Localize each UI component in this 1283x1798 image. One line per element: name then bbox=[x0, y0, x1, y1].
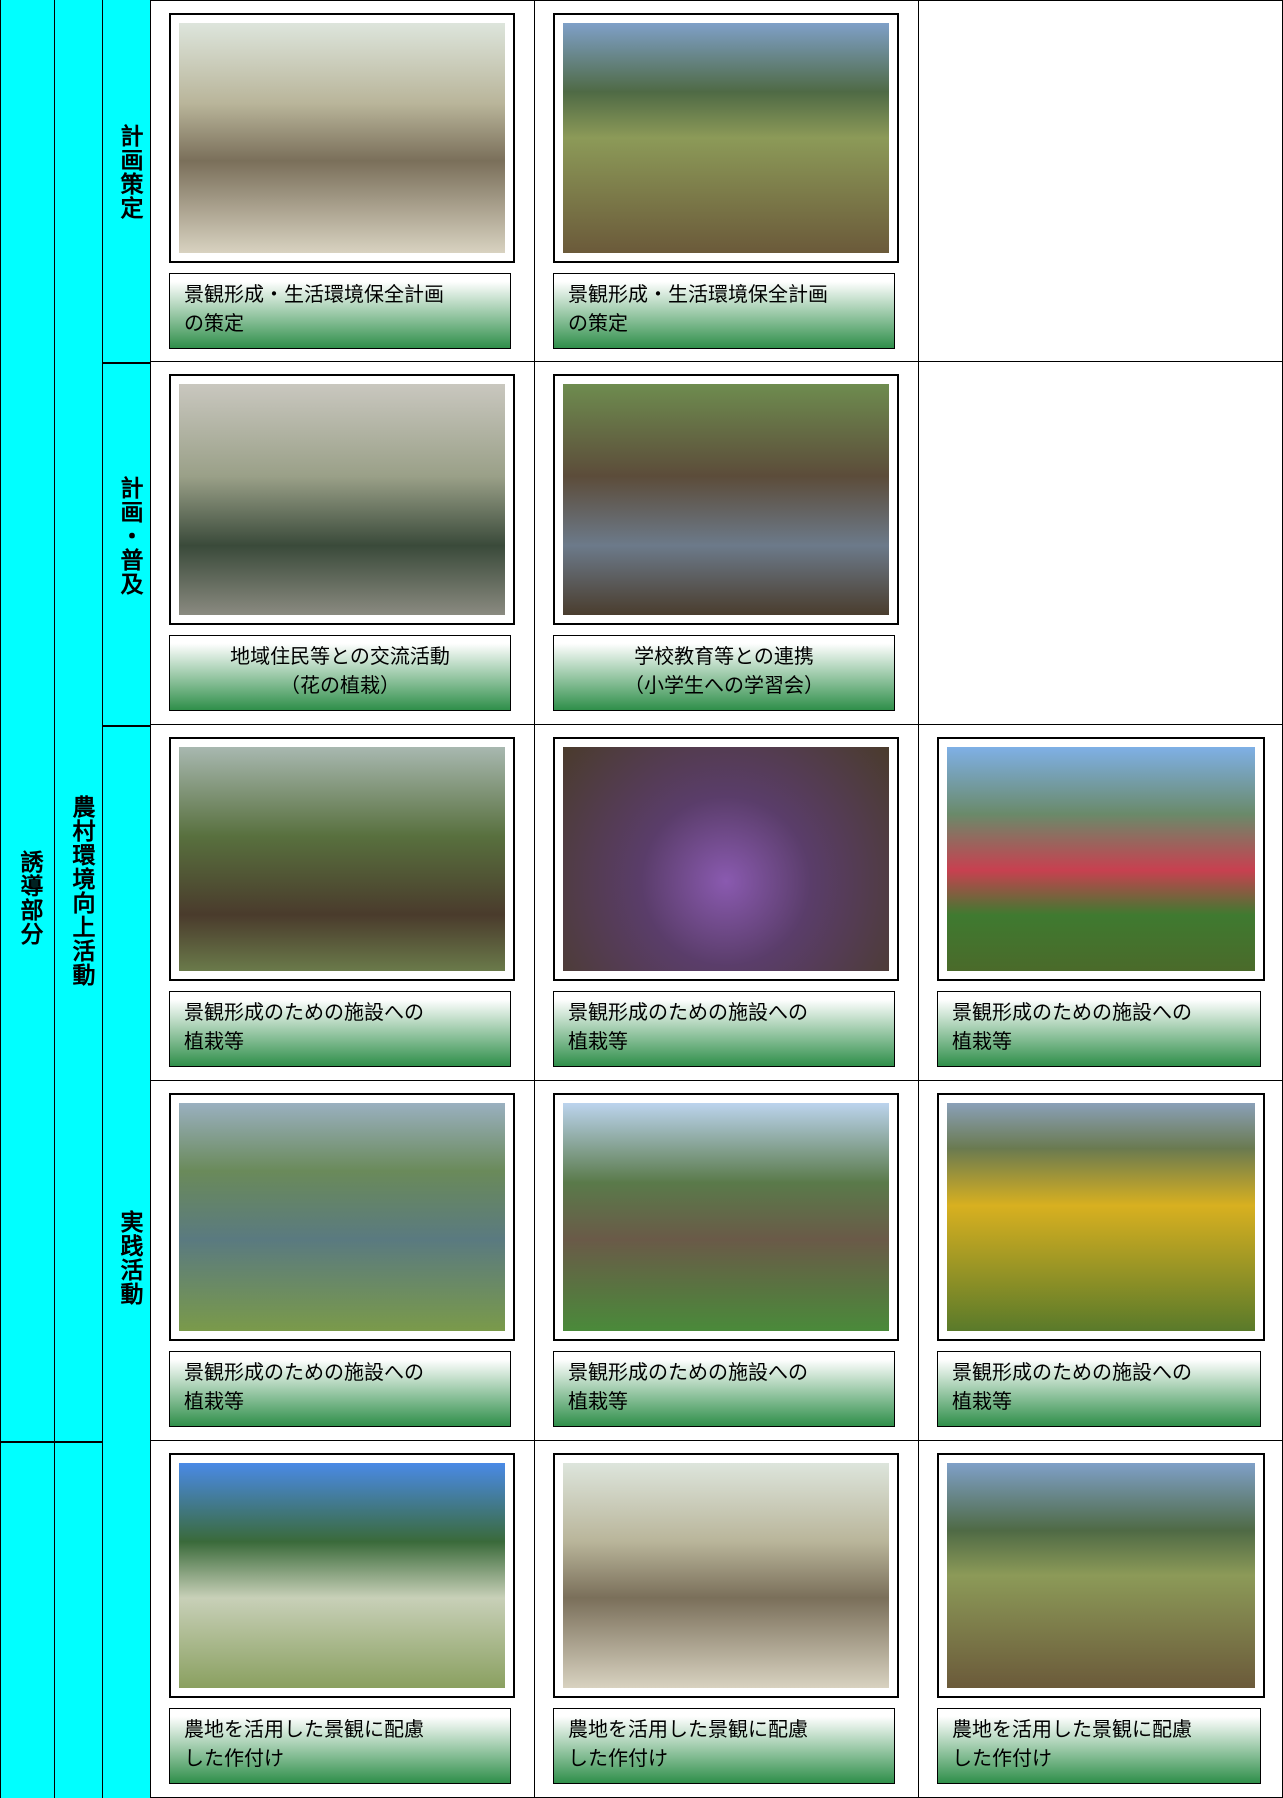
photo-frame bbox=[169, 1093, 515, 1341]
photo bbox=[179, 1463, 505, 1688]
photo-frame bbox=[553, 374, 899, 625]
photo bbox=[947, 747, 1255, 971]
table-cell: 景観形成のための施設への 植栽等 bbox=[151, 725, 535, 1081]
photo bbox=[563, 23, 889, 253]
photo-frame bbox=[937, 737, 1265, 981]
photo bbox=[563, 747, 889, 971]
caption-line: した作付け bbox=[952, 1746, 1052, 1770]
caption-line: の策定 bbox=[184, 311, 244, 335]
caption-line: 農地を活用した景観に配慮 bbox=[568, 1717, 808, 1741]
caption: 景観形成のための施設への 植栽等 bbox=[553, 1351, 895, 1427]
caption-line: 植栽等 bbox=[952, 1389, 1012, 1413]
caption-line: 景観形成・生活環境保全計画 bbox=[568, 282, 828, 306]
caption-line: の策定 bbox=[568, 311, 628, 335]
caption-line: した作付け bbox=[568, 1746, 668, 1770]
caption: 農地を活用した景観に配慮 した作付け bbox=[169, 1708, 511, 1784]
photo-frame bbox=[169, 374, 515, 625]
caption-line: 学校教育等との連携 bbox=[634, 644, 814, 668]
table-cell: 景観形成のための施設への 植栽等 bbox=[919, 725, 1283, 1081]
photo-frame bbox=[937, 1093, 1265, 1341]
divider bbox=[103, 362, 151, 364]
caption-line: 景観形成のための施設への bbox=[184, 1000, 424, 1024]
caption: 学校教育等との連携 （小学生への学習会） bbox=[553, 635, 895, 711]
photo-frame bbox=[169, 737, 515, 981]
caption-line: 植栽等 bbox=[184, 1389, 244, 1413]
table-cell: 景観形成のための施設への 植栽等 bbox=[151, 1081, 535, 1441]
caption: 景観形成・生活環境保全計画 の策定 bbox=[169, 273, 511, 349]
table-cell: 景観形成のための施設への 植栽等 bbox=[919, 1081, 1283, 1441]
divider bbox=[0, 1441, 103, 1443]
table-cell: 景観形成・生活環境保全計画 の策定 bbox=[151, 0, 535, 362]
caption: 景観形成のための施設への 植栽等 bbox=[937, 1351, 1261, 1427]
caption-line: （花の植栽） bbox=[280, 673, 400, 697]
photo bbox=[947, 1103, 1255, 1331]
table-cell: 景観形成・生活環境保全計画 の策定 bbox=[535, 0, 919, 362]
caption-line: 景観形成のための施設への bbox=[568, 1360, 808, 1384]
photo-frame bbox=[553, 737, 899, 981]
photo bbox=[179, 384, 505, 615]
table-cell bbox=[919, 0, 1283, 362]
activity-column bbox=[55, 0, 103, 1798]
caption: 景観形成のための施設への 植栽等 bbox=[169, 1351, 511, 1427]
table-cell: 農地を活用した景観に配慮 した作付け bbox=[535, 1441, 919, 1798]
photo bbox=[179, 23, 505, 253]
caption: 景観形成のための施設への 植栽等 bbox=[553, 991, 895, 1067]
caption-line: 景観形成のための施設への bbox=[184, 1360, 424, 1384]
phase-column bbox=[103, 0, 151, 1798]
caption-line: 農地を活用した景観に配慮 bbox=[184, 1717, 424, 1741]
caption-line: 植栽等 bbox=[568, 1389, 628, 1413]
caption-line: 景観形成のための施設への bbox=[952, 1000, 1192, 1024]
photo-frame bbox=[553, 1093, 899, 1341]
caption-line: 景観形成のための施設への bbox=[568, 1000, 808, 1024]
photo-frame bbox=[169, 1453, 515, 1698]
phase-label: 計画策定 bbox=[116, 124, 142, 220]
caption-line: 地域住民等との交流活動 bbox=[230, 644, 450, 668]
caption-line: 植栽等 bbox=[568, 1029, 628, 1053]
table-cell: 農地を活用した景観に配慮 した作付け bbox=[919, 1441, 1283, 1798]
photo-frame bbox=[169, 13, 515, 263]
photo-frame bbox=[553, 13, 899, 263]
caption-line: 植栽等 bbox=[184, 1029, 244, 1053]
photo bbox=[563, 384, 889, 615]
photo-frame bbox=[937, 1453, 1265, 1698]
caption: 地域住民等との交流活動 （花の植栽） bbox=[169, 635, 511, 711]
caption-line: した作付け bbox=[184, 1746, 284, 1770]
caption: 景観形成のための施設への 植栽等 bbox=[169, 991, 511, 1067]
photo-frame bbox=[553, 1453, 899, 1698]
phase-label: 計画・普及 bbox=[116, 476, 142, 596]
caption: 景観形成・生活環境保全計画 の策定 bbox=[553, 273, 895, 349]
photo bbox=[179, 747, 505, 971]
activity-label: 農村環境向上活動 bbox=[68, 795, 94, 987]
photo bbox=[947, 1463, 1255, 1688]
section-column bbox=[0, 0, 55, 1798]
table-cell: 農地を活用した景観に配慮 した作付け bbox=[151, 1441, 535, 1798]
caption: 農地を活用した景観に配慮 した作付け bbox=[937, 1708, 1261, 1784]
caption-line: 景観形成・生活環境保全計画 bbox=[184, 282, 444, 306]
table-cell: 景観形成のための施設への 植栽等 bbox=[535, 1081, 919, 1441]
caption-line: （小学生への学習会） bbox=[624, 673, 824, 697]
table-cell: 地域住民等との交流活動 （花の植栽） bbox=[151, 362, 535, 725]
divider bbox=[103, 725, 151, 727]
photo bbox=[563, 1103, 889, 1331]
caption-line: 農地を活用した景観に配慮 bbox=[952, 1717, 1192, 1741]
table-cell: 学校教育等との連携 （小学生への学習会） bbox=[535, 362, 919, 725]
photo bbox=[563, 1463, 889, 1688]
caption: 農地を活用した景観に配慮 した作付け bbox=[553, 1708, 895, 1784]
caption-line: 植栽等 bbox=[952, 1029, 1012, 1053]
caption-line: 景観形成のための施設への bbox=[952, 1360, 1192, 1384]
photo bbox=[179, 1103, 505, 1331]
caption: 景観形成のための施設への 植栽等 bbox=[937, 991, 1261, 1067]
phase-label: 実践活動 bbox=[116, 1210, 142, 1306]
section-label: 誘導部分 bbox=[16, 850, 42, 946]
table-cell: 景観形成のための施設への 植栽等 bbox=[535, 725, 919, 1081]
table-cell bbox=[919, 362, 1283, 725]
